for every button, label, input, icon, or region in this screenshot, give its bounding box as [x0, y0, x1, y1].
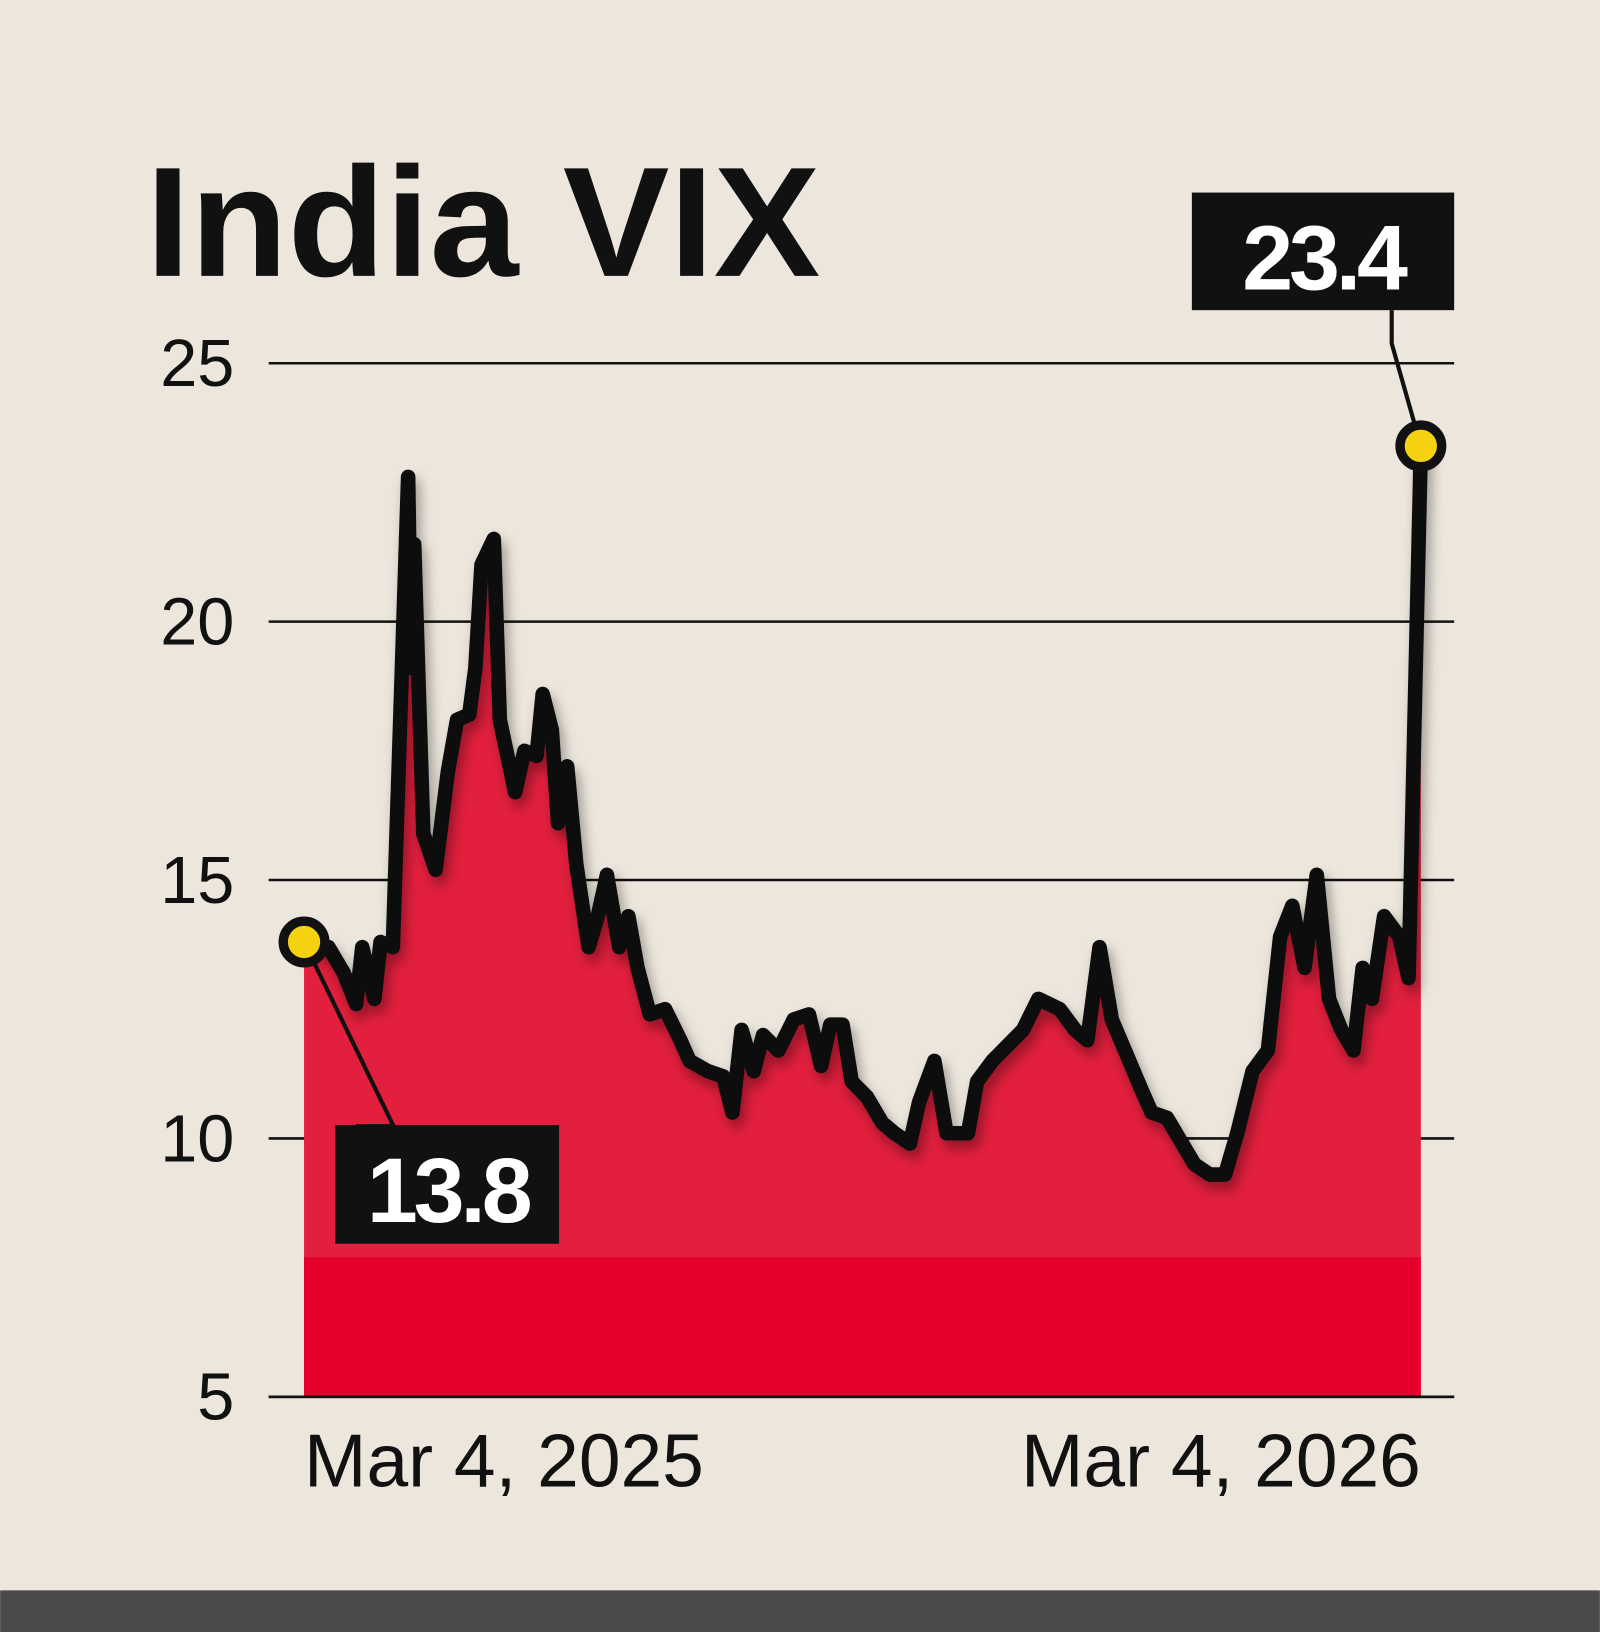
annotation-label: 23.4: [1242, 207, 1408, 309]
footer-bar: [0, 1590, 1600, 1632]
y-tick-label: 5: [197, 1361, 234, 1435]
x-tick-label: Mar 4, 2026: [1021, 1418, 1421, 1502]
y-tick-label: 15: [160, 844, 234, 918]
y-tick-label: 25: [160, 327, 234, 401]
annotation-box: [1191, 192, 1455, 311]
area-fill: [304, 445, 1421, 1397]
series-line: [296, 438, 1429, 1182]
annotation-pointer: [1389, 310, 1423, 447]
y-tick-label: 20: [160, 586, 234, 660]
y-tick-label: 10: [160, 1102, 234, 1176]
data-point-marker: [278, 916, 330, 968]
chart-title: India VIX: [146, 136, 820, 310]
annotation-box: [335, 1125, 560, 1244]
area-fill-lower-band: [304, 1257, 1421, 1397]
x-tick-label: Mar 4, 2025: [304, 1418, 704, 1502]
annotation-label: 13.8: [367, 1140, 531, 1242]
data-point-marker: [1395, 420, 1447, 472]
